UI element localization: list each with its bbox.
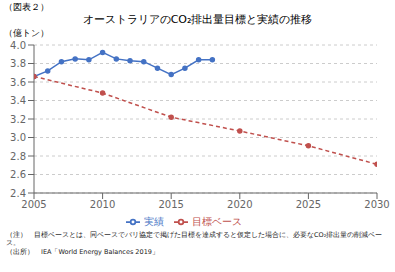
svg-text:2010: 2010 xyxy=(90,199,115,210)
svg-text:4.0: 4.0 xyxy=(10,40,26,51)
html-text:（出所） IEA「World Energy Balances: （出所） IEA「World Energy Balances 2019」 xyxy=(6,248,159,256)
svg-text:2005: 2005 xyxy=(21,199,46,210)
svg-text:3.0: 3.0 xyxy=(10,132,26,143)
svg-text:3.6: 3.6 xyxy=(10,77,26,88)
svg-text:2.4: 2.4 xyxy=(10,188,26,199)
svg-text:2015: 2015 xyxy=(158,199,183,210)
html-text:（億トン）: （億トン） xyxy=(4,28,49,38)
html-text:実績: 実績 xyxy=(143,216,164,227)
svg-text:2.6: 2.6 xyxy=(10,169,26,180)
svg-text:3.4: 3.4 xyxy=(10,95,26,106)
html-text:（図表２）: （図表２） xyxy=(4,2,49,12)
svg-text:2.8: 2.8 xyxy=(10,151,26,162)
svg-text:3.8: 3.8 xyxy=(10,58,26,69)
html-text:（注） 目標ベースとは、同ベースでパリ協定で掲げた目標を達成: （注） 目標ベースとは、同ベースでパリ協定で掲げた目標を達成すると仮定した場合に… xyxy=(6,231,383,247)
svg-text:3.2: 3.2 xyxy=(10,114,26,125)
svg-text:2030: 2030 xyxy=(364,199,387,210)
svg-text:2025: 2025 xyxy=(296,199,321,210)
html-text:目標ベース: 目標ベース xyxy=(191,216,242,227)
svg-text:2020: 2020 xyxy=(227,199,252,210)
html-text:オーストラリアのCO₂排出量目標と実績の推移: オーストラリアのCO₂排出量目標と実績の推移 xyxy=(82,13,313,26)
